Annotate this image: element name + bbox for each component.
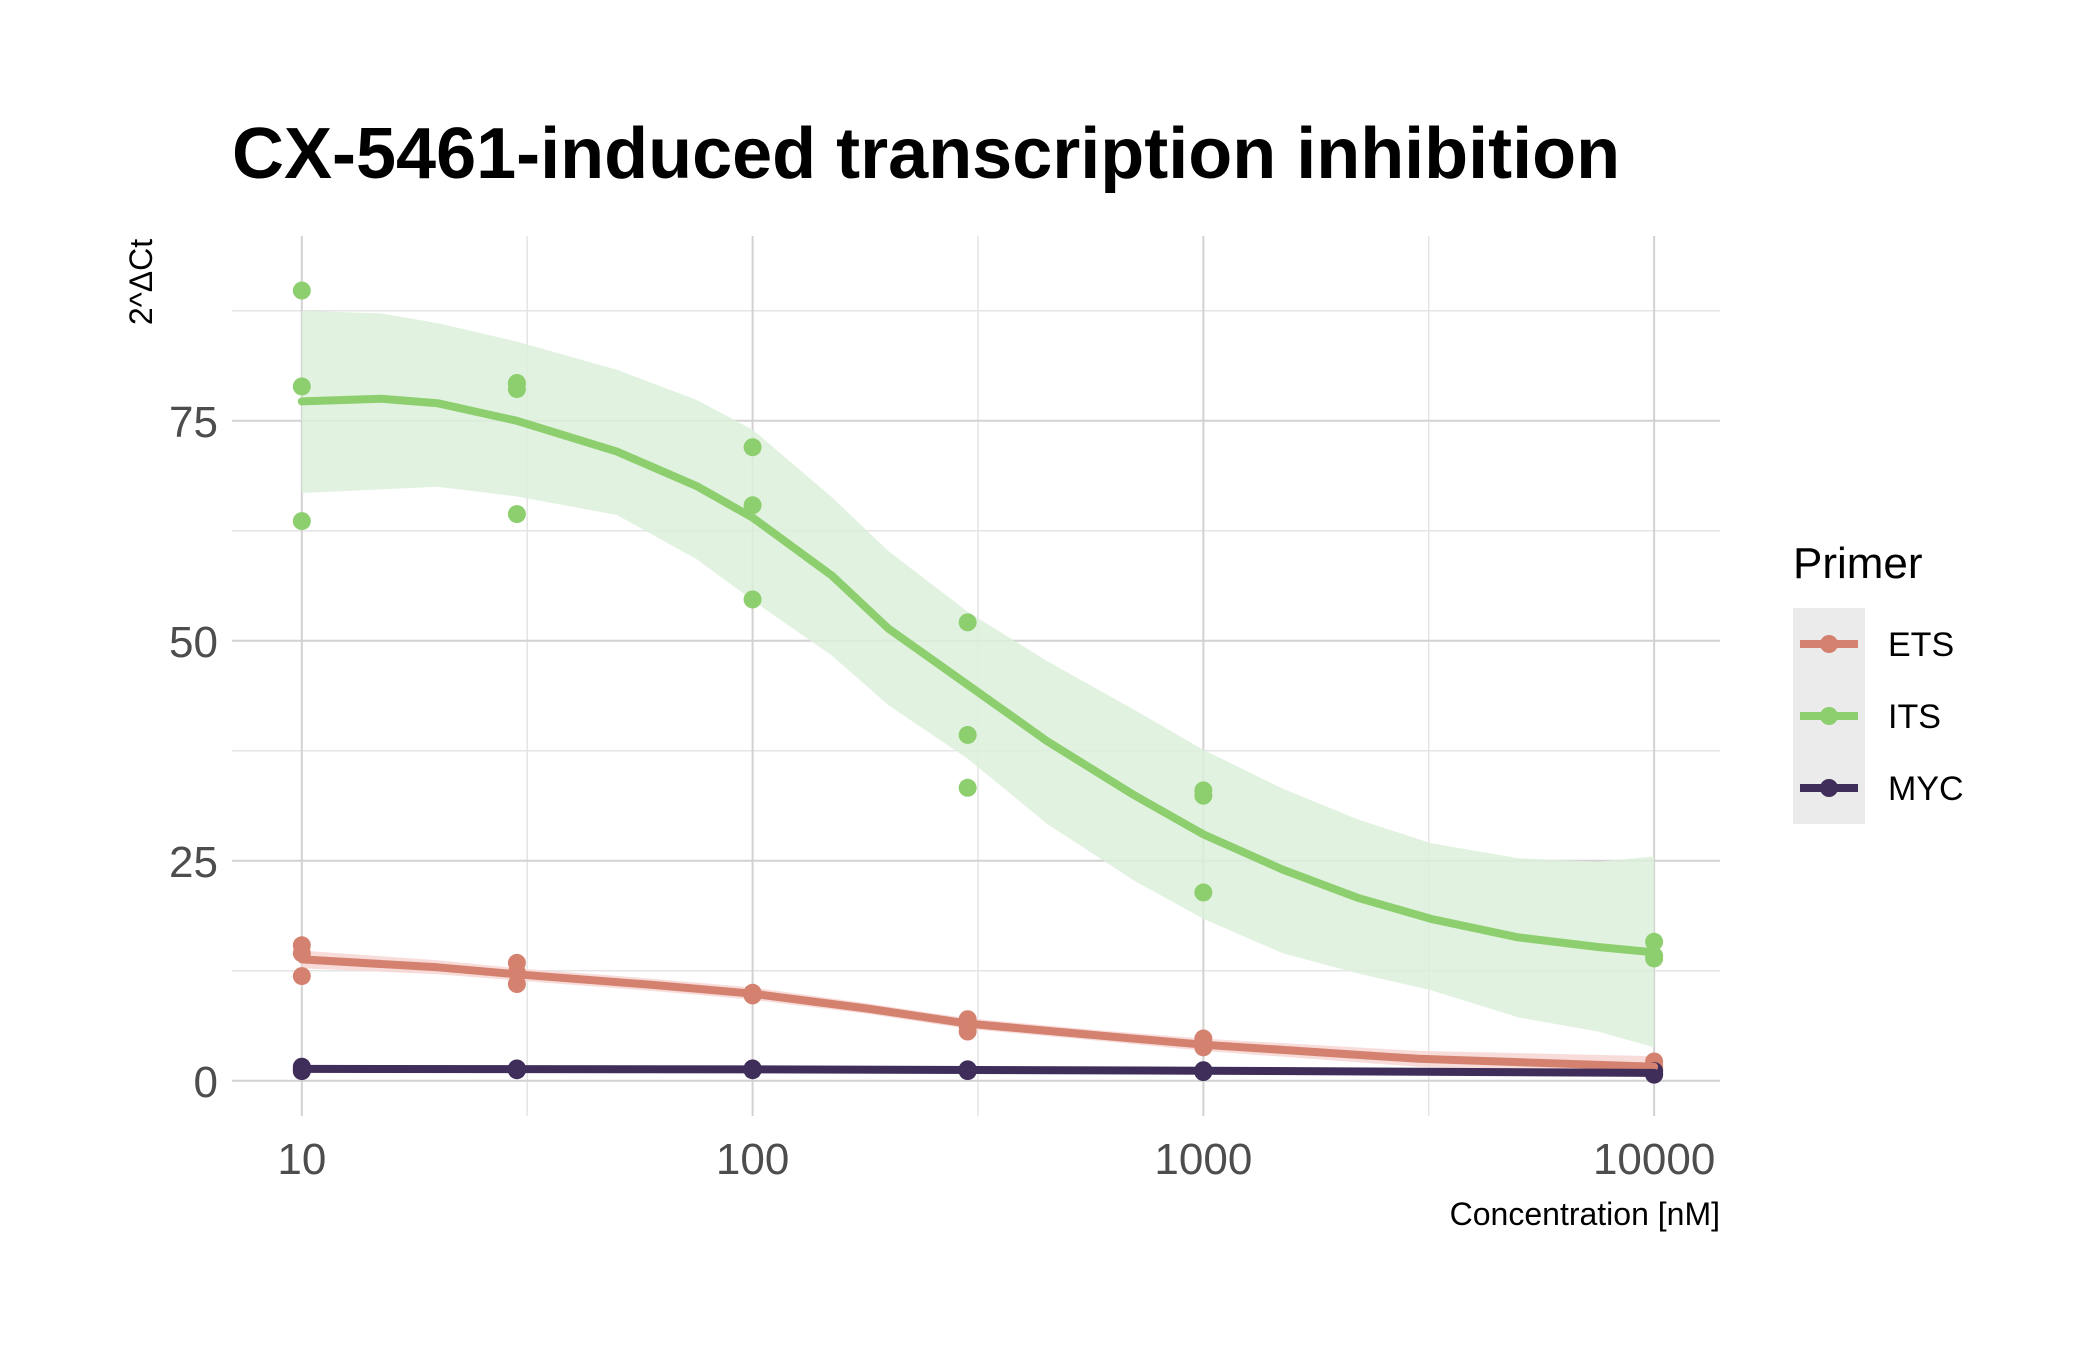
y-axis-label: 2^ΔCt (123, 239, 159, 325)
its-fit-line (297, 394, 1659, 957)
its-data-point (1194, 786, 1213, 805)
y-tick-label: 50 (169, 618, 218, 667)
its-data-point (743, 590, 762, 609)
x-tick-label: 10000 (1593, 1135, 1715, 1184)
its-data-point (1645, 932, 1664, 951)
legend-myc-marker (1820, 779, 1838, 797)
its-data-point (507, 505, 526, 524)
y-tick-label: 25 (169, 838, 218, 887)
y-tick-label: 0 (194, 1058, 218, 1107)
x-tick-label: 1000 (1154, 1135, 1252, 1184)
its-data-point (1194, 883, 1213, 902)
legend-its-label: ITS (1888, 698, 1941, 736)
myc-fit-line (297, 1064, 1659, 1077)
its-data-point (292, 281, 311, 300)
legend: Primer ETS ITS MYC (1793, 539, 1964, 824)
its-data-point (958, 778, 977, 797)
legend-myc-label: MYC (1888, 770, 1964, 808)
ets-data-point (292, 967, 311, 986)
its-data-point (958, 613, 977, 632)
fit-lines (297, 394, 1659, 1077)
its-data-point (958, 725, 977, 744)
its-data-point (507, 380, 526, 399)
its-confidence-band (301, 310, 1655, 1048)
its-data-point (292, 512, 311, 531)
its-data-point (292, 377, 311, 396)
chart-title: CX-5461-induced transcription inhibition (232, 114, 1620, 194)
legend-items: ETS ITS MYC (1800, 626, 1964, 808)
x-tick-label: 100 (716, 1135, 789, 1184)
y-tick-label: 75 (169, 398, 218, 447)
legend-its-marker (1820, 707, 1838, 725)
axis-labels: Concentration [nM] 2^ΔCt (123, 239, 1720, 1232)
legend-ets-marker (1820, 635, 1838, 653)
x-axis-label: Concentration [nM] (1450, 1196, 1720, 1232)
ets-data-point (507, 975, 526, 993)
its-data-point (743, 438, 762, 457)
x-tick-label: 10 (277, 1135, 326, 1184)
its-data-point (743, 496, 762, 515)
legend-ets-label: ETS (1888, 626, 1954, 664)
ets-fit-line (297, 955, 1659, 1071)
grid-layer: 0 25 50 75 10 100 1000 10000 (169, 236, 1720, 1184)
legend-title: Primer (1793, 539, 1923, 588)
